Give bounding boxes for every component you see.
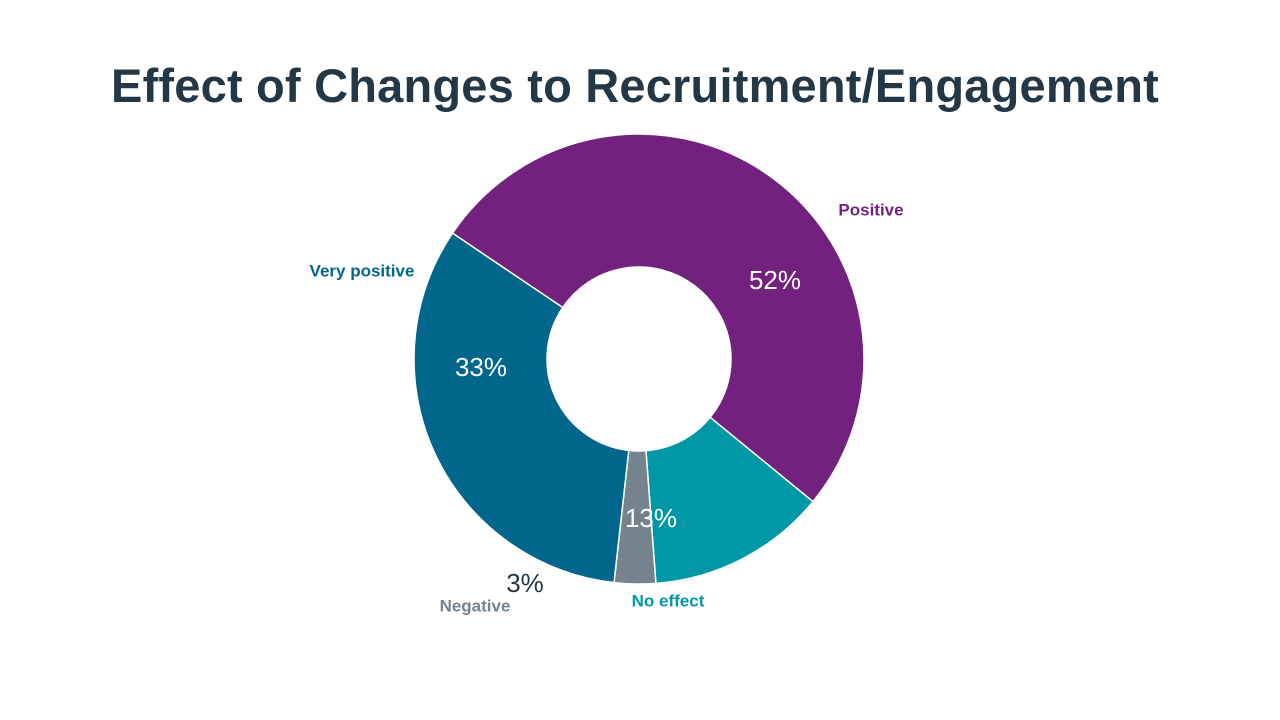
value-labels: 52% 13% 3% 33%: [455, 265, 801, 598]
slice-positive: [451, 133, 865, 503]
value-label-no-effect: 13%: [625, 503, 677, 533]
slice-very-positive: [413, 232, 630, 584]
category-label-negative: Negative: [440, 597, 511, 616]
category-label-positive: Positive: [838, 201, 903, 220]
category-labels: Positive No effect Negative Very positive: [310, 201, 904, 616]
category-label-no-effect: No effect: [632, 592, 705, 611]
donut-slices: [413, 133, 865, 585]
value-label-negative: 3%: [506, 568, 544, 598]
chart-title: Effect of Changes to Recruitment/Engagem…: [111, 59, 1159, 112]
slice-no-effect: [645, 416, 815, 585]
value-label-positive: 52%: [749, 265, 801, 295]
value-label-very-positive: 33%: [455, 352, 507, 382]
category-label-very-positive: Very positive: [310, 262, 415, 281]
